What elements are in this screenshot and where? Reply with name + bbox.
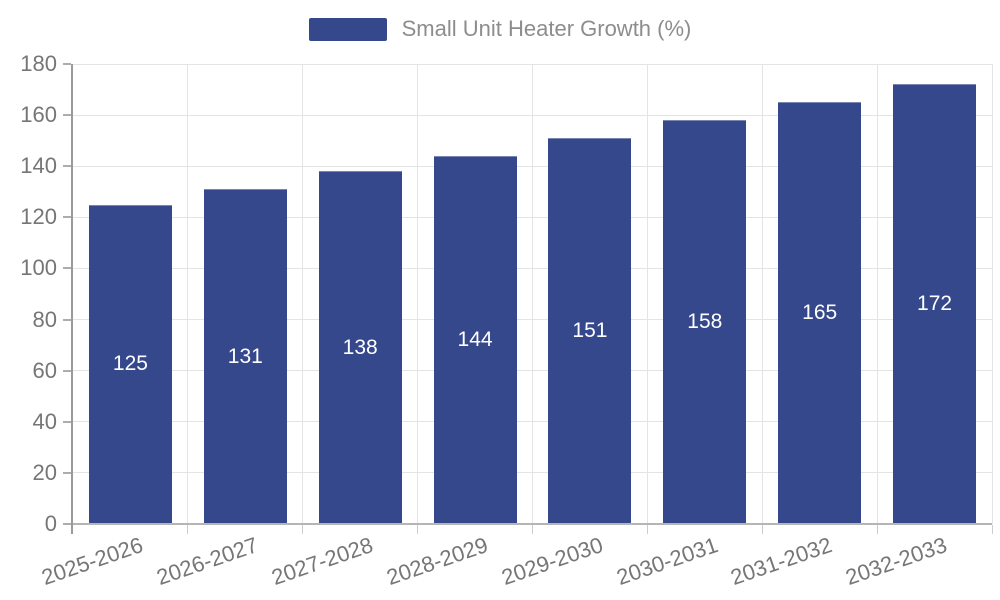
legend-item[interactable]: Small Unit Heater Growth (%) [0,16,1000,42]
y-tick-label: 160 [20,102,57,128]
x-tick-label: 2027-2028 [268,532,377,590]
bar-value-label: 144 [457,328,493,351]
bar[interactable] [88,204,172,524]
bar-value-label: 165 [802,301,838,325]
x-tick-label: 2028-2029 [383,532,491,590]
grid-line-vertical [417,64,419,524]
x-axis-tick [876,525,878,534]
grid-line-vertical [187,64,189,524]
y-axis-tick [63,523,71,525]
y-axis-tick [63,318,71,321]
grid-line-vertical [991,64,993,524]
bar-value-label: 138 [342,335,378,359]
x-axis-line [73,523,992,525]
grid-line-vertical [646,64,648,524]
y-axis-tick [63,63,71,65]
bar-value-label: 125 [112,352,148,376]
grid-line-vertical [761,64,763,524]
bar[interactable] [778,102,862,524]
x-axis-tick [302,525,304,534]
y-tick-label: 100 [20,255,57,281]
y-axis-tick [63,165,71,168]
grid-line-vertical [302,64,304,524]
bar[interactable] [318,171,402,524]
x-axis-tick [761,525,763,534]
y-tick-label: 20 [32,459,57,485]
grid-line-vertical [876,64,878,524]
y-axis-tick [63,369,71,372]
x-axis-tick [417,525,419,534]
bar[interactable] [663,120,747,524]
y-axis-tick [63,114,71,117]
x-axis-tick [991,525,993,534]
bar[interactable] [893,84,977,524]
y-tick-label: 0 [44,511,57,536]
y-tick-label: 60 [32,357,57,383]
legend-swatch-icon [308,17,387,41]
y-axis-line [71,64,73,534]
bar-value-label: 172 [917,292,953,316]
x-tick-label: 2026-2027 [153,532,262,590]
bar-value-label: 131 [227,344,263,368]
x-tick-label: 2031-2032 [727,532,836,590]
grid-line-vertical [532,64,533,524]
x-tick-label: 2029-2030 [498,532,606,590]
legend-label: Small Unit Heater Growth (%) [401,16,692,41]
bar[interactable] [548,138,632,524]
bar-value-label: 151 [572,319,608,343]
x-tick-label: 2032-2033 [842,532,951,590]
y-tick-label: 180 [20,51,57,76]
y-tick-label: 120 [20,204,57,230]
y-tick-label: 80 [32,306,57,332]
bar[interactable] [433,156,517,524]
bar[interactable] [203,189,287,524]
x-axis-tick [646,525,648,534]
bar-value-label: 158 [687,310,723,334]
y-axis-tick [63,420,71,423]
y-axis-tick [63,216,71,219]
y-axis-tick [63,267,71,270]
x-tick-label: 2025-2026 [38,532,147,590]
x-axis-tick [532,525,533,534]
x-tick-label: 2030-2031 [613,532,721,590]
y-tick-label: 40 [32,408,57,434]
x-axis-tick [187,525,189,534]
y-axis-tick [63,471,71,474]
y-tick-label: 140 [20,153,57,179]
